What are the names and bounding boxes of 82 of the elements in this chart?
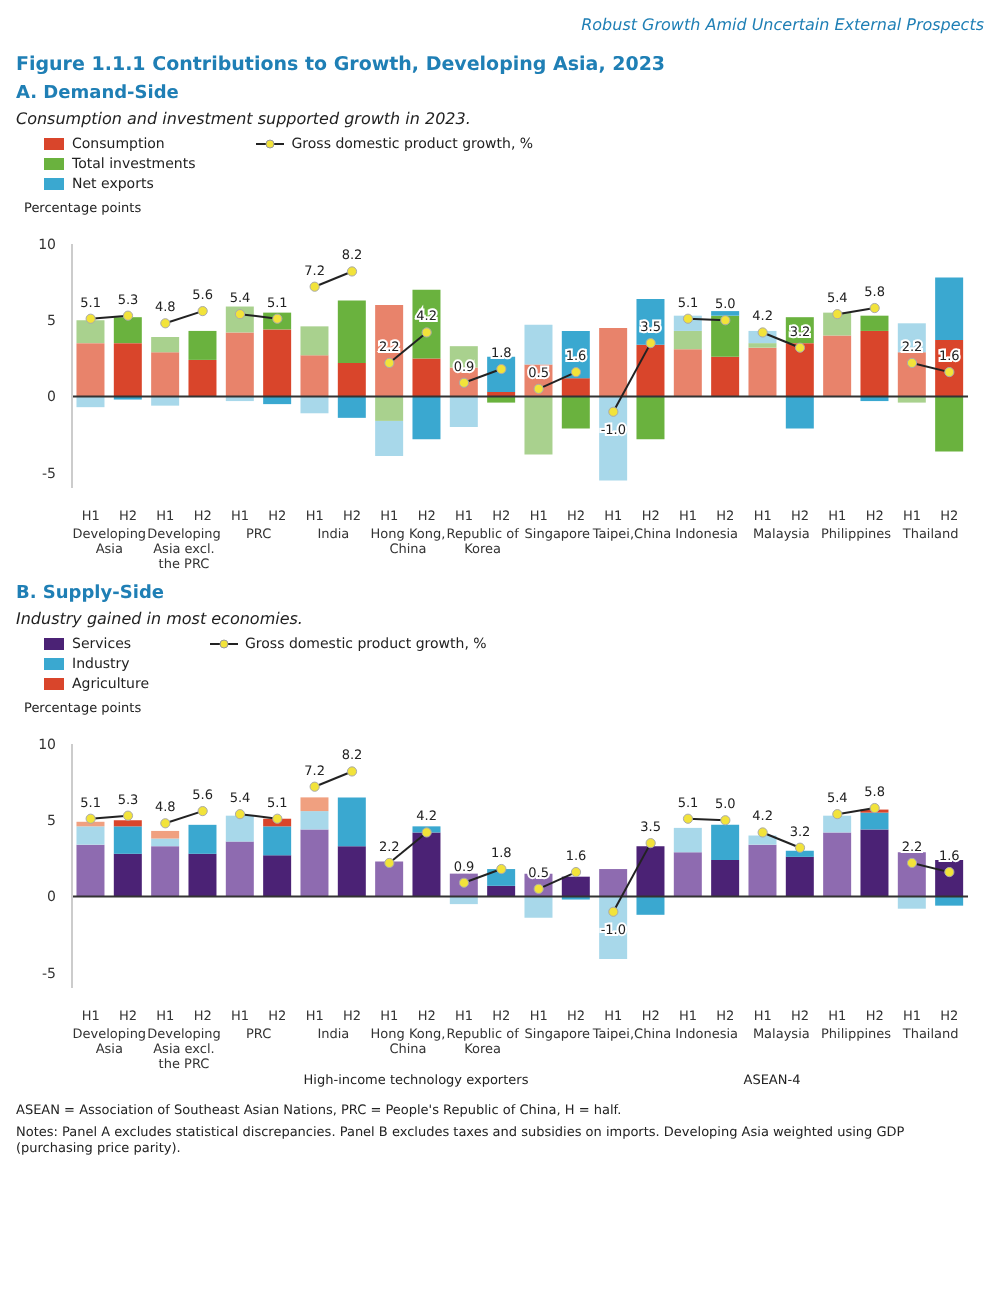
bar bbox=[337, 396, 366, 418]
bar bbox=[300, 829, 329, 897]
bar bbox=[76, 320, 105, 344]
bar bbox=[375, 420, 404, 456]
bar bbox=[113, 343, 142, 397]
bar bbox=[823, 832, 852, 897]
bar bbox=[412, 396, 441, 440]
bar bbox=[711, 824, 740, 860]
bar bbox=[711, 859, 740, 897]
bar bbox=[188, 824, 217, 854]
bar bbox=[151, 838, 180, 847]
bar bbox=[337, 362, 366, 397]
bar bbox=[151, 846, 180, 897]
bar bbox=[785, 850, 814, 857]
bar bbox=[263, 329, 292, 397]
bar bbox=[225, 332, 254, 397]
bar bbox=[113, 317, 142, 344]
chart-subtitle: Industry gained in most economies. bbox=[16, 610, 305, 628]
bar bbox=[561, 396, 590, 429]
bar bbox=[711, 356, 740, 397]
caption: Figure 1.1.1 Contributions to Growth, Developing Asia, 2023 bbox=[16, 54, 668, 76]
bar bbox=[711, 315, 740, 357]
bar bbox=[785, 856, 814, 897]
bar bbox=[487, 885, 516, 897]
bar bbox=[188, 359, 217, 397]
point bbox=[720, 315, 731, 326]
bar bbox=[76, 343, 105, 397]
bar bbox=[449, 396, 478, 427]
chart-title: A. Demand-Side bbox=[16, 84, 181, 104]
bar bbox=[263, 855, 292, 897]
bar bbox=[823, 335, 852, 397]
bar bbox=[225, 841, 254, 897]
bar bbox=[897, 352, 926, 397]
bar bbox=[673, 852, 702, 897]
bar bbox=[225, 815, 254, 842]
bar bbox=[300, 811, 329, 830]
bar bbox=[785, 343, 814, 397]
bar bbox=[263, 826, 292, 856]
bar bbox=[300, 355, 329, 397]
bar bbox=[188, 330, 217, 360]
point bbox=[720, 815, 731, 826]
bar bbox=[785, 396, 814, 429]
bar bbox=[860, 812, 889, 830]
bar bbox=[673, 349, 702, 397]
text: Robust Growth Amid Uncertain External Prospects bbox=[579, 16, 984, 34]
bar bbox=[748, 347, 777, 397]
bar bbox=[897, 852, 926, 897]
bar bbox=[823, 312, 852, 336]
bar bbox=[935, 396, 964, 452]
bar bbox=[823, 815, 852, 833]
bar bbox=[151, 830, 180, 839]
bar bbox=[375, 861, 404, 897]
bar bbox=[151, 352, 180, 397]
bar bbox=[860, 829, 889, 897]
bar bbox=[113, 826, 142, 854]
bar bbox=[860, 315, 889, 331]
bar bbox=[524, 324, 553, 365]
bar bbox=[375, 396, 404, 421]
bar bbox=[636, 396, 665, 440]
bar bbox=[935, 277, 964, 341]
bar bbox=[337, 797, 366, 847]
bar bbox=[300, 326, 329, 356]
chart-title: B. Supply-Side bbox=[16, 584, 166, 604]
bar bbox=[76, 844, 105, 897]
chart-subtitle: Consumption and investment supported growth in 2023. bbox=[16, 110, 473, 128]
bar bbox=[337, 300, 366, 363]
bar bbox=[337, 846, 366, 897]
bar bbox=[860, 330, 889, 397]
bar bbox=[113, 853, 142, 897]
bar bbox=[524, 396, 553, 455]
bar bbox=[748, 844, 777, 897]
bar bbox=[412, 358, 441, 397]
bar bbox=[300, 797, 329, 812]
bar bbox=[673, 330, 702, 350]
bar bbox=[524, 896, 553, 918]
bar bbox=[188, 853, 217, 897]
bar bbox=[113, 820, 142, 827]
bar bbox=[76, 826, 105, 845]
bar bbox=[673, 827, 702, 853]
point bbox=[682, 813, 694, 824]
bar bbox=[412, 832, 441, 897]
bar bbox=[151, 337, 180, 353]
